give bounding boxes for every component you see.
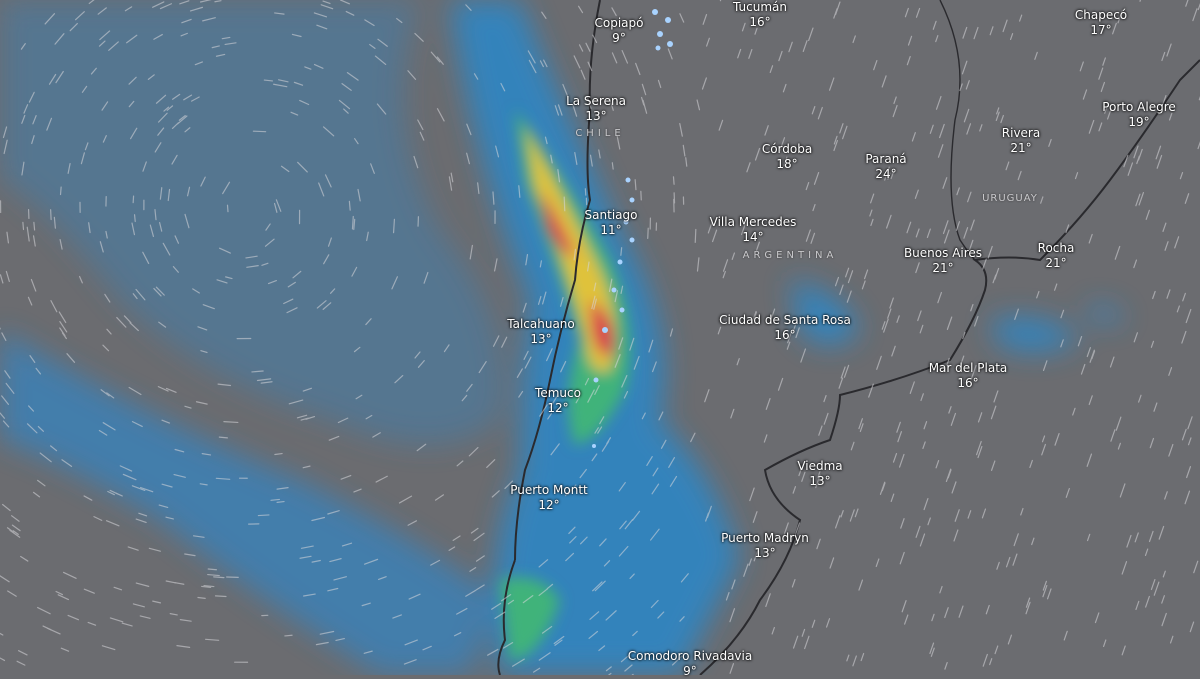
wind-streak <box>219 437 227 438</box>
city-temperature: 9° <box>595 31 644 46</box>
city-name: Chapecó <box>1075 8 1127 23</box>
city-name: Santiago <box>585 208 638 223</box>
wind-streak <box>214 577 224 578</box>
city-temperature: 17° <box>1075 23 1127 38</box>
city-name: Comodoro Rivadavia <box>628 649 752 664</box>
wind-streak <box>34 222 35 230</box>
city-temperature: 21° <box>904 261 982 276</box>
wind-streak <box>258 515 269 516</box>
wind-streak <box>23 222 24 229</box>
wind-streak <box>564 197 565 211</box>
wind-streak <box>277 502 284 503</box>
city-temperature: 14° <box>710 230 797 245</box>
city-name: Córdoba <box>762 142 812 157</box>
city-temperature: 13° <box>566 109 626 124</box>
country-label-chile: CHILE <box>575 128 624 140</box>
city-temperature: 12° <box>510 498 588 513</box>
city-name: Ciudad de Santa Rosa <box>719 313 851 328</box>
city-name: Paraná <box>865 152 906 167</box>
city-name: Tucumán <box>733 0 787 15</box>
city-temperature: 13° <box>797 474 842 489</box>
city-name: Porto Alegre <box>1102 100 1176 115</box>
wind-streak <box>612 163 613 169</box>
wind-streak <box>352 217 353 229</box>
wind-streak <box>271 499 279 500</box>
city-temperature: 24° <box>865 167 906 182</box>
wind-streak <box>285 635 292 636</box>
wind-streak <box>253 131 265 132</box>
wind-streak <box>224 422 238 423</box>
city-temperature: 12° <box>535 401 581 416</box>
city-temperature: 11° <box>585 223 638 238</box>
wind-streak <box>61 187 62 194</box>
wind-streak <box>208 569 216 570</box>
city-name: Talcahuano <box>507 317 575 332</box>
city-temperature: 21° <box>1002 141 1040 156</box>
city-name: Buenos Aires <box>904 246 982 261</box>
city-name: Villa Mercedes <box>710 215 797 230</box>
wind-streak <box>635 180 636 190</box>
city-temperature: 21° <box>1038 256 1075 271</box>
city-name: Puerto Madryn <box>721 531 809 546</box>
wind-streak <box>695 230 696 243</box>
city-temperature: 9° <box>628 664 752 679</box>
wind-streak <box>349 201 350 210</box>
city-name: Rivera <box>1002 126 1040 141</box>
wind-streak <box>216 596 226 597</box>
city-name: Puerto Montt <box>510 483 588 498</box>
city-name: Mar del Plata <box>929 361 1008 376</box>
city-name: Viedma <box>797 459 842 474</box>
city-temperature: 18° <box>762 157 812 172</box>
wind-streak <box>135 215 136 222</box>
city-temperature: 16° <box>719 328 851 343</box>
wind-streak <box>673 177 674 184</box>
city-temperature: 13° <box>507 332 575 347</box>
city-name: Copiapó <box>595 16 644 31</box>
city-temperature: 19° <box>1102 115 1176 130</box>
wind-streak <box>621 248 622 256</box>
country-label-argentina: ARGENTINA <box>743 250 838 262</box>
city-temperature: 16° <box>929 376 1008 391</box>
city-name: Temuco <box>535 386 581 401</box>
city-temperature: 13° <box>721 546 809 561</box>
country-label-uruguay: URUGUAY <box>982 193 1038 205</box>
city-name: Rocha <box>1038 241 1075 256</box>
city-name: La Serena <box>566 94 626 109</box>
city-temperature: 16° <box>733 15 787 30</box>
wind-streak <box>198 598 205 599</box>
